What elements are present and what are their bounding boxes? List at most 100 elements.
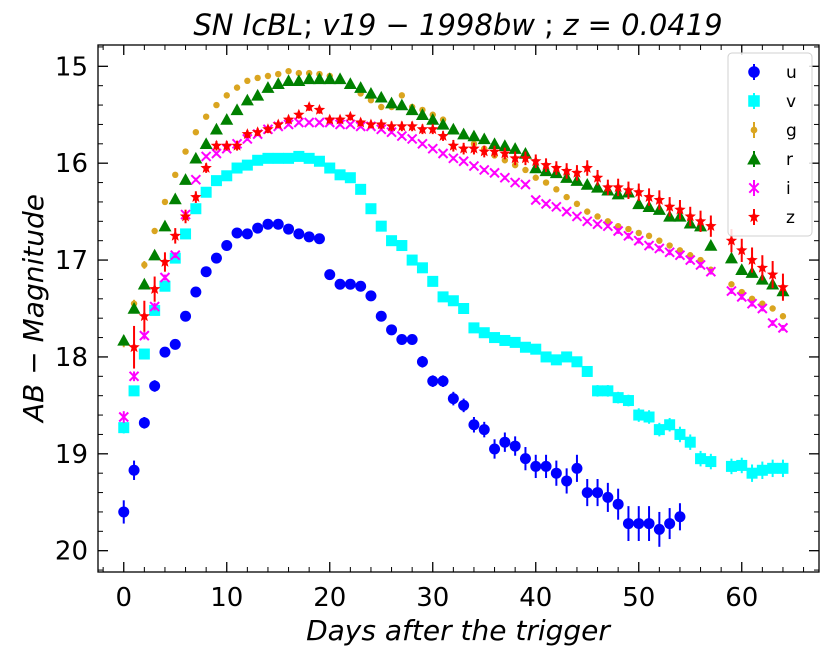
data-point-z — [478, 145, 490, 157]
data-point-g — [563, 193, 570, 201]
data-point-r — [302, 72, 316, 85]
data-point-g — [141, 261, 148, 269]
data-point-v — [386, 235, 398, 247]
data-point-z — [694, 215, 707, 227]
data-point-i — [695, 259, 706, 271]
data-point-v — [674, 428, 686, 440]
data-point-g — [738, 288, 745, 296]
data-point-z — [653, 194, 666, 205]
data-point-i — [159, 272, 171, 283]
data-point-g — [295, 69, 303, 77]
data-point-z — [622, 184, 635, 196]
data-point-r — [385, 96, 399, 109]
data-point-i — [736, 291, 747, 303]
x-axis-label: Days after the trigger — [306, 614, 611, 647]
data-point-g — [759, 300, 766, 307]
data-point-r — [415, 108, 429, 120]
data-point-u — [468, 419, 480, 431]
data-point-g — [769, 305, 776, 312]
data-point-z — [406, 120, 418, 132]
data-point-g — [285, 67, 292, 75]
legend-marker-i — [748, 182, 760, 194]
data-point-z — [612, 181, 624, 193]
data-point-v — [416, 262, 428, 274]
data-point-r — [467, 129, 481, 142]
data-point-i — [757, 303, 768, 314]
data-point-z — [272, 118, 284, 130]
data-point-r — [508, 142, 522, 154]
data-point-i — [571, 211, 583, 222]
legend-label: i — [786, 179, 791, 199]
data-point-u — [612, 498, 624, 510]
data-point-v — [530, 343, 542, 355]
data-point-i — [386, 126, 397, 138]
data-point-z — [571, 166, 583, 178]
data-point-v — [746, 467, 758, 479]
data-point-v — [180, 228, 192, 240]
data-point-g — [182, 148, 189, 155]
plot-frame — [97, 44, 820, 573]
y-tick-label: 17 — [55, 246, 88, 276]
data-point-r — [724, 251, 738, 264]
legend-label: u — [786, 63, 797, 83]
data-point-u — [169, 338, 181, 350]
data-point-g — [202, 113, 210, 120]
data-point-i — [128, 371, 140, 382]
data-point-v — [313, 155, 325, 167]
data-point-u — [602, 491, 614, 503]
data-point-r — [446, 122, 460, 135]
data-point-v — [210, 175, 222, 187]
data-point-g — [275, 70, 282, 78]
data-point-i — [726, 285, 737, 297]
data-point-z — [725, 234, 738, 246]
data-point-u — [622, 518, 634, 530]
data-point-i — [118, 411, 129, 423]
data-point-u — [653, 523, 665, 535]
data-point-g — [748, 295, 756, 303]
data-point-r — [488, 137, 502, 150]
data-point-v — [695, 453, 707, 465]
data-point-i — [283, 119, 294, 130]
data-point-u — [437, 375, 449, 387]
x-tick-label: 0 — [115, 583, 132, 613]
data-point-u — [633, 518, 645, 530]
data-point-u — [159, 346, 171, 358]
data-point-g — [553, 186, 560, 193]
data-point-u — [200, 266, 212, 278]
data-point-i — [427, 143, 438, 154]
data-point-r — [632, 197, 646, 210]
data-point-r — [498, 139, 512, 151]
legend-marker-u — [748, 66, 760, 78]
data-point-v — [777, 462, 789, 474]
data-point-z — [138, 310, 151, 322]
data-point-i — [149, 301, 160, 312]
data-point-g — [501, 157, 509, 164]
data-point-i — [448, 153, 459, 164]
data-point-i — [654, 243, 665, 254]
data-point-g — [233, 84, 241, 91]
data-point-z — [457, 142, 470, 154]
data-point-z — [560, 164, 573, 176]
data-point-v — [241, 159, 253, 171]
data-point-z — [488, 145, 501, 157]
data-point-z — [550, 162, 563, 173]
data-point-v — [118, 422, 130, 434]
data-point-v — [272, 152, 284, 164]
data-point-v — [406, 254, 418, 266]
data-point-r — [220, 113, 234, 125]
data-point-i — [582, 216, 593, 227]
data-point-u — [478, 424, 490, 436]
data-point-z — [344, 110, 357, 122]
data-point-u — [303, 231, 315, 243]
data-point-v — [355, 183, 367, 195]
legend-label: r — [786, 150, 793, 170]
data-point-u — [118, 506, 130, 518]
data-point-i — [499, 172, 511, 183]
data-point-r — [240, 93, 254, 106]
data-point-v — [458, 303, 470, 314]
y-tick-label: 15 — [55, 52, 88, 82]
data-point-r — [354, 81, 368, 93]
data-point-v — [231, 162, 243, 174]
data-point-g — [614, 222, 622, 230]
